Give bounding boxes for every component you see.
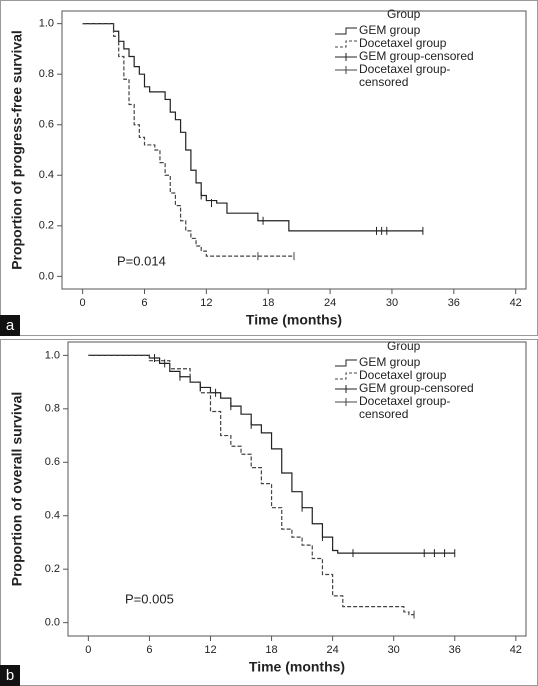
legend-label: Docetaxel group [359,36,447,50]
legend-label: GEM group [359,23,421,37]
legend-label: Docetaxel group-censored [359,62,451,89]
x-tick-label: 18 [265,644,277,656]
x-tick-label: 12 [200,297,212,309]
y-tick-label: 0.4 [39,169,54,181]
x-tick-label: 42 [510,297,522,309]
y-tick-label: 0.4 [45,510,60,522]
y-tick-label: 0.0 [39,270,54,282]
survival-curve [88,354,415,616]
x-axis-label: Time (months) [249,659,345,675]
legend-label: GEM group-censored [359,49,474,63]
legend-label: GEM group [359,355,421,369]
legend-title: Group [387,339,421,353]
x-tick-label: 24 [324,297,336,309]
y-axis-label: Proportion of progress-free survival [9,30,25,270]
legend-label: Docetaxel group [359,368,447,382]
legend-swatch [335,359,357,367]
y-tick-label: 1.0 [39,18,54,30]
y-tick-label: 0.0 [45,617,60,629]
survival-curve [82,23,423,232]
y-tick-label: 0.8 [45,403,60,415]
plot-frame [67,341,527,637]
plot-frame [61,10,527,290]
x-tick-label: 36 [449,644,461,656]
x-tick-label: 18 [262,297,274,309]
y-tick-label: 0.8 [39,68,54,80]
x-tick-label: 30 [386,297,398,309]
y-axis-label: Proportion of overall survival [9,392,25,587]
y-tick-label: 0.2 [45,563,60,575]
annotation: P=0.014 [117,253,166,268]
x-tick-label: 6 [141,297,147,309]
survival-curve [82,23,294,257]
y-tick-label: 0.6 [45,456,60,468]
legend-swatch [335,40,357,48]
y-tick-label: 1.0 [45,349,60,361]
x-tick-label: 24 [326,644,338,656]
legend-label: GEM group-censored [359,381,474,395]
x-axis-label: Time (months) [246,312,342,328]
x-tick-label: 0 [85,644,91,656]
y-tick-label: 0.2 [39,220,54,232]
legend-label: Docetaxel group-censored [359,394,451,421]
panel-label: a [6,317,15,334]
survival-curve [88,354,455,554]
x-tick-label: 0 [80,297,86,309]
legend-swatch [335,27,357,35]
legend-swatch [335,372,357,380]
panel-label: b [6,667,14,684]
panel-label-box [0,315,20,336]
x-tick-label: 36 [448,297,460,309]
x-tick-label: 6 [146,644,152,656]
x-tick-label: 42 [510,644,522,656]
legend-title: Group [387,7,421,21]
panel-label-box [0,665,20,686]
y-tick-label: 0.6 [39,119,54,131]
annotation: P=0.005 [125,591,174,606]
x-tick-label: 30 [388,644,400,656]
x-tick-label: 12 [204,644,216,656]
